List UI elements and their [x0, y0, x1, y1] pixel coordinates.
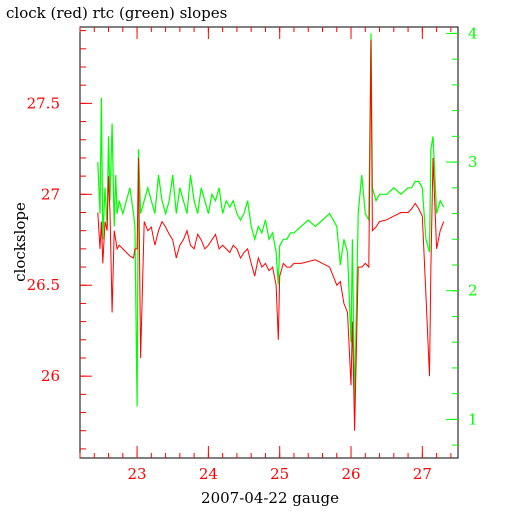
- y-tick-label: 27.5: [27, 94, 60, 112]
- y2-tick-label: 4: [468, 24, 478, 42]
- x-tick-label: 24: [199, 465, 218, 483]
- y-tick-label: 26: [41, 367, 60, 385]
- chart-title: clock (red) rtc (green) slopes: [6, 4, 227, 22]
- x-tick-label: 23: [128, 465, 147, 483]
- x-tick-label: 27: [413, 465, 432, 483]
- y-tick-label: 27: [41, 185, 60, 203]
- y2-tick-label: 3: [468, 153, 478, 171]
- y2-tick-label: 1: [468, 410, 478, 428]
- series-line-clock: [97, 39, 445, 431]
- y-tick-label: 26.5: [27, 276, 60, 294]
- x-tick-label: 26: [341, 465, 360, 483]
- x-tick-label: 25: [270, 465, 289, 483]
- y-axis-label: clockslope: [11, 202, 29, 282]
- series-line-rtc: [97, 33, 445, 407]
- plot-area: [97, 33, 445, 431]
- y2-tick-label: 2: [468, 282, 478, 300]
- x-axis-label: 2007-04-22 gauge: [201, 489, 339, 507]
- plot-frame: [79, 26, 459, 459]
